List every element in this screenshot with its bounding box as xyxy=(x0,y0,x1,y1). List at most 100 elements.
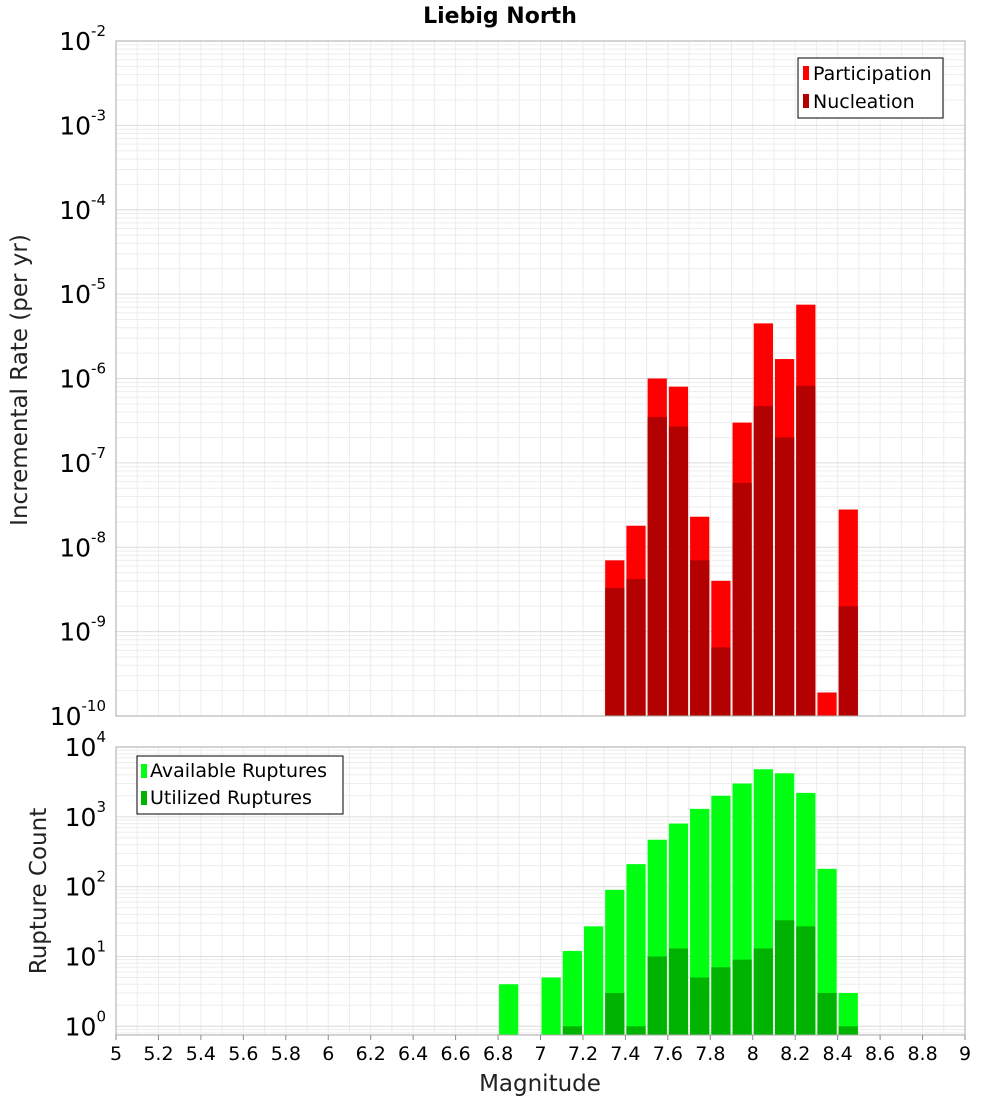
top-legend-box xyxy=(797,57,944,119)
x-tick-label: 5.2 xyxy=(143,1043,173,1065)
legend-swatch-available-ruptures xyxy=(141,764,147,778)
x-tick-label: 8.2 xyxy=(780,1043,810,1065)
x-tick-label: 7.8 xyxy=(695,1043,725,1065)
available-ruptures-bar xyxy=(838,992,858,1035)
bottom-y-axis-label: Rupture Count xyxy=(26,808,52,974)
top-plot-frame xyxy=(115,40,966,717)
nucleation-bar xyxy=(753,406,773,716)
y-tick-label: 103 xyxy=(65,798,106,832)
x-tick-label: 7.2 xyxy=(568,1043,598,1065)
x-tick-label: 5.8 xyxy=(271,1043,301,1065)
x-axis-label: Magnitude xyxy=(479,1071,601,1097)
y-tick-base: 10 xyxy=(59,196,91,225)
x-tick-label: 5.4 xyxy=(186,1043,216,1065)
y-tick-base: 10 xyxy=(65,1012,97,1041)
y-tick-base: 10 xyxy=(65,733,97,762)
nucleation-bar xyxy=(690,560,710,716)
top-bars xyxy=(605,304,858,716)
x-tick-label: 6.2 xyxy=(356,1043,386,1065)
legend-swatch-nucleation xyxy=(803,94,809,108)
utilized-ruptures-bar xyxy=(711,967,731,1035)
y-tick-exponent: -4 xyxy=(91,191,106,209)
available-ruptures-bar xyxy=(499,984,519,1035)
y-tick-label: 10-6 xyxy=(59,360,106,394)
utilized-ruptures-bar xyxy=(668,948,689,1035)
legend-label-available-ruptures: Available Ruptures xyxy=(150,760,327,782)
legend-swatch-participation xyxy=(803,66,809,80)
top-grid xyxy=(115,40,966,717)
bottom-x-ticks: 5 5.2 5.4 5.6 5.8 6 6.2 6.4 6.6 6.8 7 7.2 7.4 7.6 7.8 8… xyxy=(110,1035,971,1065)
utilized-ruptures-bar xyxy=(562,1026,582,1035)
y-tick-base: 10 xyxy=(59,111,91,140)
x-tick-label: 8.4 xyxy=(823,1043,853,1065)
x-tick-label: 7.4 xyxy=(610,1043,640,1065)
bottom-legend-box xyxy=(136,755,344,815)
y-tick-label: 101 xyxy=(65,937,106,971)
top-y-ticks: 10-210-310-410-510-610-710-810-910-10 xyxy=(50,22,106,731)
y-tick-label: 100 xyxy=(65,1007,106,1041)
utilized-ruptures-bar xyxy=(774,920,795,1035)
nucleation-bar xyxy=(626,579,646,716)
y-tick-base: 10 xyxy=(59,27,91,56)
y-tick-base: 10 xyxy=(59,618,91,647)
nucleation-bar xyxy=(774,437,795,716)
available-ruptures-bar xyxy=(562,950,582,1035)
x-tick-label: 6.4 xyxy=(398,1043,428,1065)
y-tick-label: 10-9 xyxy=(59,613,106,647)
utilized-ruptures-bar xyxy=(796,926,816,1035)
nucleation-bar xyxy=(838,606,858,716)
x-tick-label: 7 xyxy=(534,1043,546,1065)
y-tick-exponent: -3 xyxy=(91,106,106,124)
y-tick-exponent: -10 xyxy=(82,697,107,715)
y-tick-base: 10 xyxy=(65,803,97,832)
utilized-ruptures-bar xyxy=(838,1026,858,1035)
y-tick-base: 10 xyxy=(65,873,97,902)
y-tick-label: 10-2 xyxy=(59,22,106,56)
y-tick-base: 10 xyxy=(59,449,91,478)
nucleation-bar xyxy=(732,482,752,716)
y-tick-base: 10 xyxy=(59,533,91,562)
y-tick-exponent: -6 xyxy=(91,360,106,378)
y-tick-label: 10-8 xyxy=(59,528,106,562)
y-tick-exponent: -9 xyxy=(91,613,106,631)
x-tick-label: 6.6 xyxy=(440,1043,470,1065)
utilized-ruptures-bar xyxy=(647,956,667,1035)
x-tick-label: 5 xyxy=(110,1043,122,1065)
x-tick-label: 8.6 xyxy=(865,1043,895,1065)
y-tick-exponent: -7 xyxy=(91,444,106,462)
legend-swatch-utilized-ruptures xyxy=(141,791,147,805)
utilized-ruptures-bar xyxy=(605,992,625,1035)
y-tick-base: 10 xyxy=(59,365,91,394)
top-panel: 10-210-310-410-510-610-710-810-910-10 In… xyxy=(7,22,966,731)
y-tick-exponent: -2 xyxy=(91,22,106,40)
bottom-legend: Available Ruptures Utilized Ruptures xyxy=(136,755,344,815)
nucleation-bar xyxy=(796,385,816,716)
y-tick-exponent: 0 xyxy=(96,1007,106,1025)
y-tick-label: 102 xyxy=(65,868,106,902)
x-tick-label: 6.8 xyxy=(483,1043,513,1065)
y-tick-base: 10 xyxy=(65,942,97,971)
x-tick-label: 8 xyxy=(747,1043,759,1065)
x-tick-label: 7.6 xyxy=(653,1043,683,1065)
top-y-axis-label: Incremental Rate (per yr) xyxy=(7,234,33,526)
y-tick-exponent: 4 xyxy=(96,728,106,746)
top-legend: Participation Nucleation xyxy=(797,57,944,119)
utilized-ruptures-bar xyxy=(690,977,710,1035)
y-tick-base: 10 xyxy=(59,280,91,309)
available-ruptures-bar xyxy=(583,926,604,1035)
available-ruptures-bar xyxy=(626,864,646,1035)
nucleation-bar xyxy=(668,426,689,716)
nucleation-bar xyxy=(711,647,731,716)
x-tick-label: 9 xyxy=(959,1043,971,1065)
y-tick-label: 10-7 xyxy=(59,444,106,478)
y-tick-exponent: 3 xyxy=(96,798,106,816)
utilized-ruptures-bar xyxy=(817,992,837,1035)
legend-label-utilized-ruptures: Utilized Ruptures xyxy=(150,787,312,809)
y-tick-exponent: 2 xyxy=(96,868,106,886)
y-tick-base: 10 xyxy=(50,702,82,731)
legend-label-nucleation: Nucleation xyxy=(813,91,915,113)
x-tick-label: 8.8 xyxy=(907,1043,937,1065)
